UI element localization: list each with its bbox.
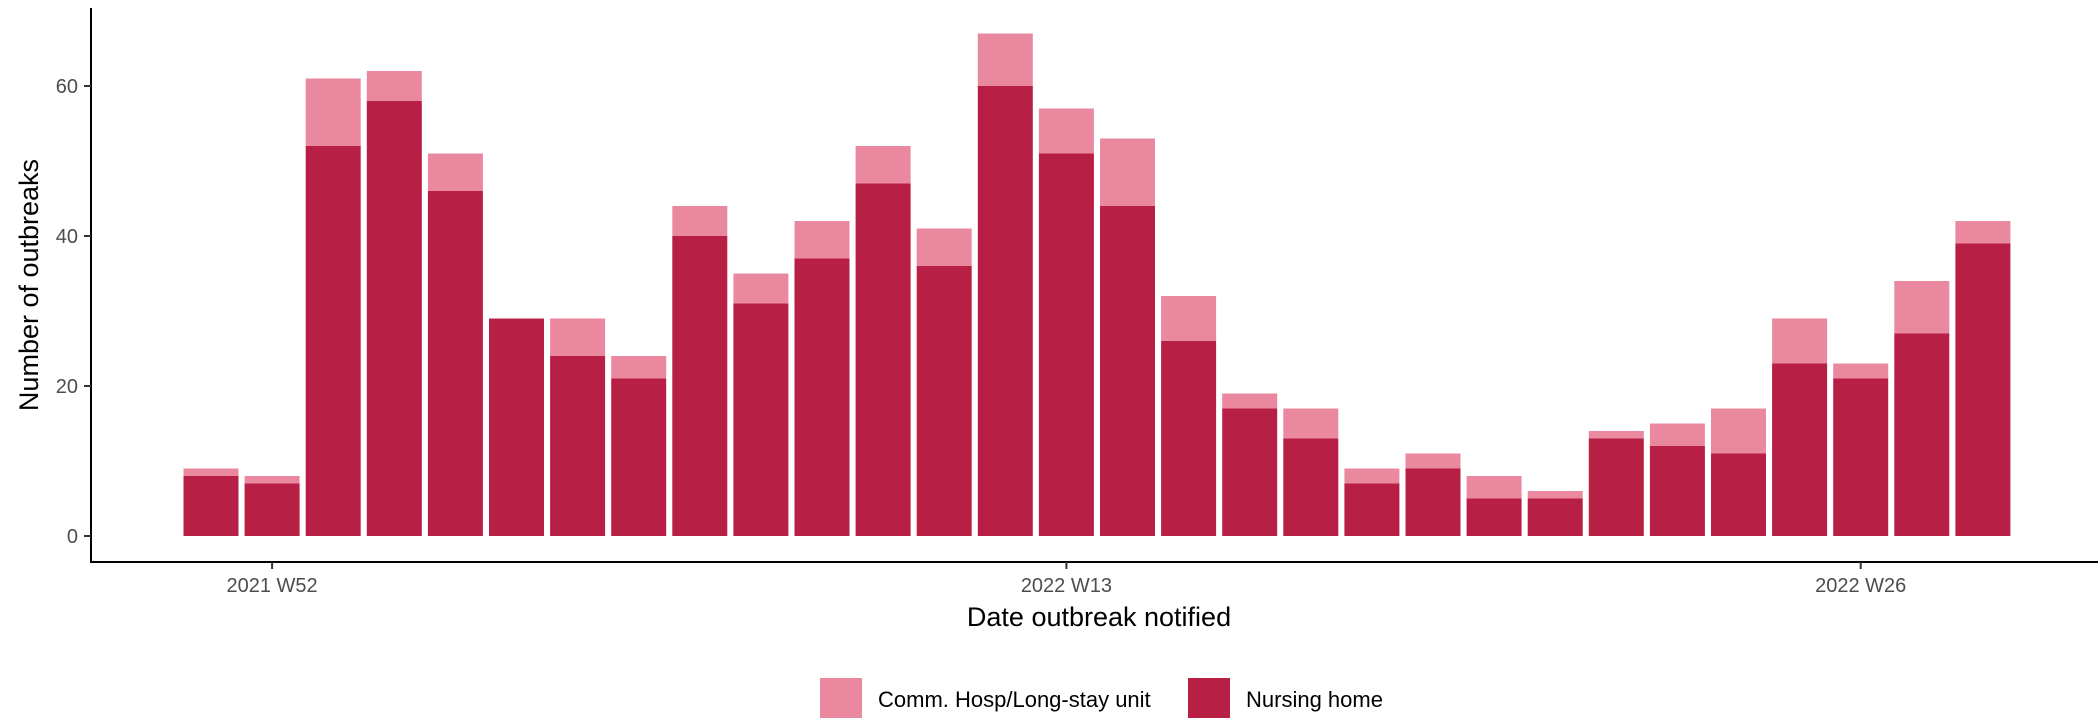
y-tick-label: 20 <box>56 376 78 398</box>
bar-nursing-home <box>855 183 911 536</box>
y-tick-label: 60 <box>56 76 78 98</box>
bar-nursing-home <box>611 378 667 536</box>
bar-nursing-home <box>366 101 422 536</box>
bar-comm-hosp <box>1527 491 1583 499</box>
bar-comm-hosp <box>977 33 1033 86</box>
x-tick-label: 2021 W52 <box>227 575 318 597</box>
bar-comm-hosp <box>1466 476 1522 499</box>
bar-comm-hosp <box>550 318 606 356</box>
bar-nursing-home <box>427 191 483 536</box>
bar-comm-hosp <box>1955 221 2011 244</box>
bar-comm-hosp <box>733 273 789 304</box>
bar-comm-hosp <box>1833 363 1889 379</box>
bar-nursing-home <box>733 303 789 536</box>
bar-comm-hosp <box>611 356 667 379</box>
bar-nursing-home <box>1405 468 1461 536</box>
y-axis-title: Number of outbreaks <box>14 159 44 411</box>
bar-nursing-home <box>244 483 300 536</box>
bar-nursing-home <box>1100 206 1155 536</box>
bar-nursing-home <box>305 146 361 536</box>
bar-comm-hosp <box>672 206 728 236</box>
legend-key <box>820 678 862 718</box>
bar-comm-hosp <box>1283 408 1339 439</box>
bar-comm-hosp <box>916 228 972 266</box>
bar-nursing-home <box>794 258 850 536</box>
legend-key <box>1188 678 1230 718</box>
bar-nursing-home <box>1466 498 1522 536</box>
bar-nursing-home <box>1711 453 1766 536</box>
x-tick-label: 2022 W26 <box>1815 575 1906 597</box>
x-axis-title: Date outbreak notified <box>967 602 1231 632</box>
bar-nursing-home <box>550 356 606 536</box>
bar-comm-hosp <box>1894 281 1950 334</box>
bar-comm-hosp <box>1711 408 1766 454</box>
bar-comm-hosp <box>855 146 911 184</box>
bar-nursing-home <box>1527 498 1583 536</box>
bar-nursing-home <box>1955 243 2011 536</box>
bar-comm-hosp <box>305 78 361 146</box>
x-ticks-group: 2021 W52 2022 W13 2022 W26 <box>227 562 1906 597</box>
bar-comm-hosp <box>427 153 483 191</box>
bar-nursing-home <box>1283 438 1339 536</box>
bar-comm-hosp <box>183 468 239 476</box>
bar-nursing-home <box>916 266 972 536</box>
y-tick-label: 0 <box>67 526 78 548</box>
bar-comm-hosp <box>1222 393 1278 409</box>
bar-nursing-home <box>1833 378 1889 536</box>
bar-nursing-home <box>1222 408 1278 536</box>
bar-nursing-home <box>1161 341 1217 536</box>
bar-comm-hosp <box>1588 431 1644 439</box>
bar-comm-hosp <box>794 221 850 259</box>
bar-nursing-home <box>1649 446 1705 536</box>
x-tick-label: 2022 W13 <box>1021 575 1112 597</box>
bar-nursing-home <box>1344 483 1400 536</box>
bar-nursing-home <box>672 236 728 536</box>
y-ticks-group: 0 20 40 60 <box>56 76 91 548</box>
y-tick-label: 40 <box>56 226 78 248</box>
bar-comm-hosp <box>1038 108 1094 154</box>
bar-nursing-home <box>1588 438 1644 536</box>
legend-label: Nursing home <box>1246 687 1383 712</box>
bar-nursing-home <box>1038 153 1094 536</box>
bar-comm-hosp <box>1344 468 1400 484</box>
legend-label: Comm. Hosp/Long-stay unit <box>878 687 1151 712</box>
bar-nursing-home <box>1772 363 1828 536</box>
bar-comm-hosp <box>366 71 422 101</box>
bar-nursing-home <box>977 86 1033 536</box>
bar-nursing-home <box>489 318 544 536</box>
bar-comm-hosp <box>1405 453 1461 469</box>
bar-comm-hosp <box>1772 318 1828 364</box>
bar-comm-hosp <box>1649 423 1705 446</box>
bar-comm-hosp <box>244 476 300 484</box>
legend: Comm. Hosp/Long-stay unit Nursing home <box>820 678 1383 718</box>
bar-nursing-home <box>183 476 239 536</box>
bar-comm-hosp <box>1100 138 1155 206</box>
bar-comm-hosp <box>1161 296 1217 341</box>
bar-nursing-home <box>1894 333 1950 536</box>
bars-group <box>183 33 2011 536</box>
